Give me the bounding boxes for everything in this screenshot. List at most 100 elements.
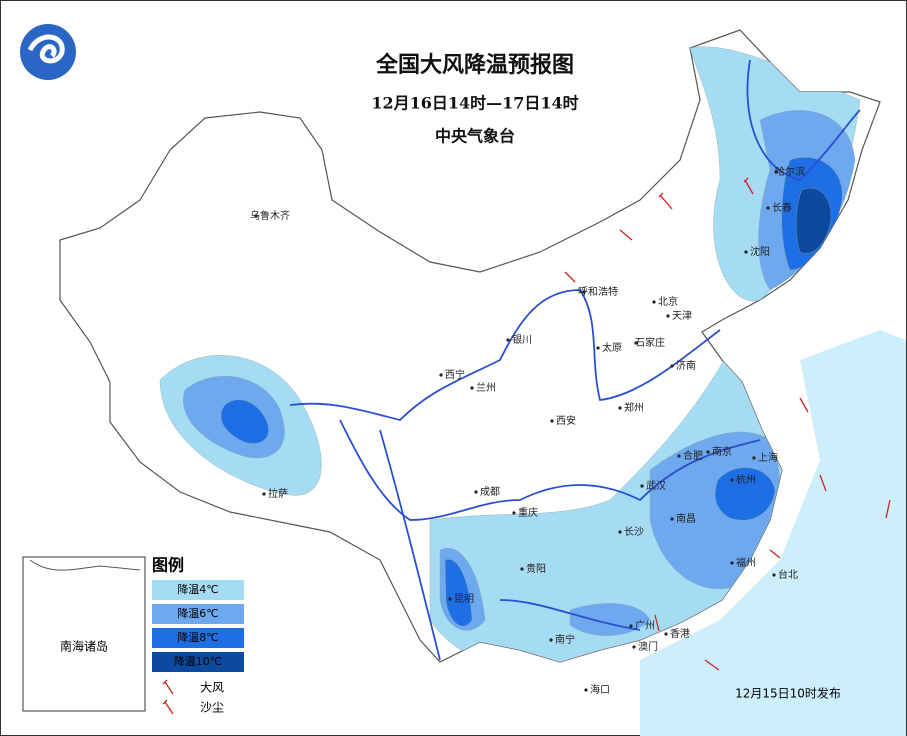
cooling-zone — [795, 188, 832, 254]
city-label: 杭州 — [736, 473, 756, 486]
city-label: 天津 — [672, 310, 692, 322]
city-label: 兰州 — [476, 381, 496, 394]
city-label: 澳门 — [638, 640, 658, 653]
legend-label: 降温8℃ — [177, 630, 218, 644]
city-label: 海口 — [590, 683, 610, 696]
legend-label: 降温4℃ — [177, 582, 218, 596]
city-dot — [512, 511, 516, 515]
city-dot — [752, 456, 756, 460]
legend-swatch — [152, 652, 244, 672]
city-dot — [439, 373, 443, 377]
city-dot — [730, 478, 734, 482]
city-label: 武汉 — [646, 479, 666, 492]
city-label: 济南 — [676, 359, 696, 372]
wind-symbols — [564, 177, 891, 671]
city-dot — [549, 638, 553, 642]
city-dot — [262, 492, 266, 496]
city-label: 石家庄 — [635, 336, 665, 349]
city-dot — [677, 454, 681, 458]
city-dot — [706, 450, 710, 454]
city-label: 北京 — [658, 295, 678, 308]
sea — [640, 330, 906, 736]
inset: 南海诸岛 — [22, 556, 146, 712]
city-label: 乌鲁木齐 — [250, 209, 290, 222]
city-dot — [584, 688, 588, 692]
city-label: 福州 — [736, 556, 756, 569]
city-dot — [664, 632, 668, 636]
city-label: 南昌 — [676, 512, 696, 525]
city-label: 台北 — [778, 568, 798, 581]
city-label: 合肥 — [683, 449, 703, 462]
city-dot — [744, 250, 748, 254]
city-dot — [632, 645, 636, 649]
city-label: 西宁 — [445, 368, 465, 381]
issuer: 中央气象台 — [435, 127, 515, 146]
city-dot — [640, 484, 644, 488]
legend-label: 降温6℃ — [177, 606, 218, 620]
city-dot — [634, 341, 638, 345]
map-title: 全国大风降温预报图 — [375, 52, 574, 78]
city-dot — [506, 338, 510, 342]
city-dot — [520, 567, 524, 571]
city-label: 南京 — [712, 445, 732, 458]
cooling-zone — [715, 467, 776, 521]
city-dot — [772, 573, 776, 577]
city-dot — [730, 561, 734, 565]
legend-label: 大风 — [200, 681, 224, 695]
city-label: 郑州 — [624, 401, 644, 414]
cooling-zone — [220, 399, 269, 444]
city-dot — [670, 517, 674, 521]
city-dot — [618, 406, 622, 410]
city-label: 广州 — [635, 620, 655, 632]
city-dot — [766, 206, 770, 210]
city-label: 昆明 — [454, 593, 474, 605]
rivers — [289, 59, 861, 661]
city-label: 哈尔滨 — [775, 165, 805, 178]
legend-symbol — [162, 699, 174, 715]
legend-swatch — [152, 580, 244, 600]
city-label: 贵阳 — [526, 562, 546, 575]
city-dot — [582, 290, 586, 294]
legend-symbol — [162, 679, 174, 695]
legend-swatch — [152, 604, 244, 624]
cooling-zone — [444, 559, 473, 627]
city-dot — [666, 314, 670, 318]
city-dot — [550, 419, 554, 423]
city-label: 上海 — [758, 451, 778, 464]
issued-time: 12月15日10时发布 — [735, 686, 841, 701]
logo — [20, 24, 76, 80]
city-label: 太原 — [602, 341, 622, 354]
city-label: 西安 — [556, 414, 576, 427]
city-dot — [474, 490, 478, 494]
city-dot — [254, 214, 258, 218]
city-label: 拉萨 — [268, 487, 288, 500]
inset-label: 南海诸岛 — [60, 639, 108, 654]
city-dot — [670, 364, 674, 368]
city-label: 重庆 — [518, 506, 538, 519]
city-label: 银川 — [512, 333, 532, 346]
city-label: 香港 — [670, 628, 690, 640]
city-dot — [774, 170, 778, 174]
cooling-zones — [159, 46, 861, 662]
legend-title: 图例 — [152, 556, 184, 575]
city-label: 沈阳 — [750, 245, 770, 258]
city-dot — [470, 386, 474, 390]
city-dot — [596, 346, 600, 350]
legend-label: 沙尘 — [200, 701, 224, 715]
city-label: 南宁 — [555, 633, 575, 646]
city-dot — [448, 597, 452, 601]
map-subtitle: 12月16日14时—17日14时 — [371, 94, 578, 113]
city-label: 呼和浩特 — [578, 286, 618, 298]
city-dot — [652, 300, 656, 304]
city-label: 成都 — [480, 486, 500, 498]
legend-swatch — [152, 628, 244, 648]
city-dot — [618, 530, 622, 534]
city-label: 长沙 — [624, 526, 644, 538]
city-dot — [629, 624, 633, 628]
legend-label: 降温10℃ — [174, 654, 222, 668]
city-label: 长春 — [772, 202, 792, 214]
